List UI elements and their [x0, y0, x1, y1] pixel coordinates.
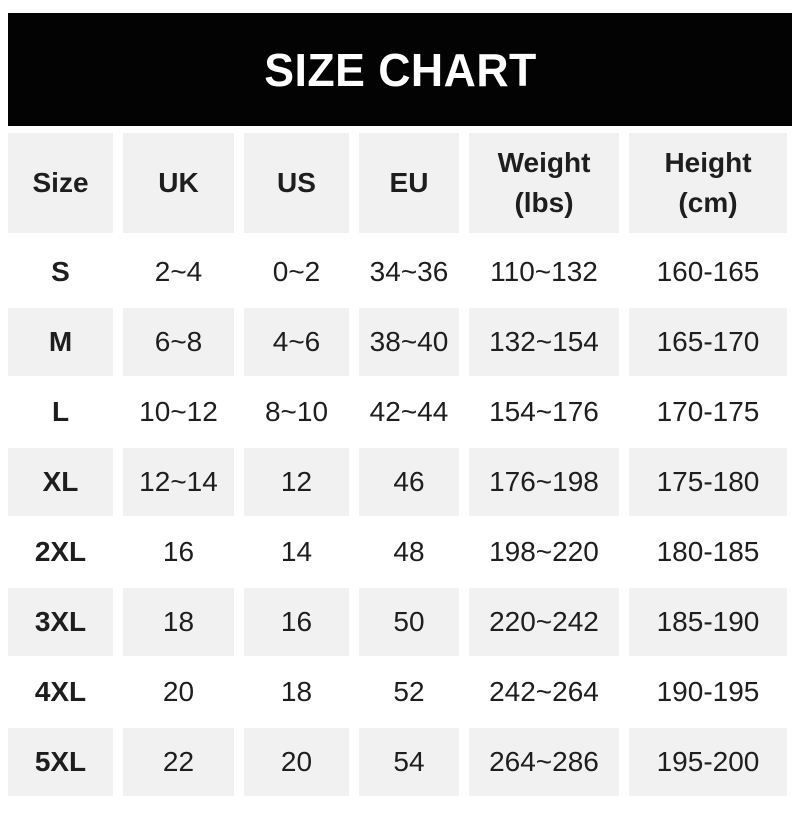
table-cell-height: 175-180	[629, 448, 787, 516]
table-cell-uk: 16	[123, 518, 234, 586]
table-cell-us: 0~2	[244, 238, 349, 306]
size-chart-banner: SIZE CHART	[8, 13, 792, 126]
table-cell-weight: 176~198	[469, 448, 619, 516]
size-chart-page: SIZE CHART Size UK US EU Weight (lbs) He…	[0, 13, 800, 813]
table-row-s: S 2~4 0~2 34~36 110~132 160-165	[8, 238, 787, 306]
column-header-height: Height (cm)	[629, 133, 787, 233]
size-table: Size UK US EU Weight (lbs) Height (cm) S…	[0, 133, 800, 796]
table-cell-eu: 34~36	[359, 238, 459, 306]
table-cell-height: 195-200	[629, 728, 787, 796]
column-header-eu: EU	[359, 133, 459, 233]
row-label: 2XL	[8, 518, 113, 586]
table-cell-uk: 2~4	[123, 238, 234, 306]
table-cell-weight: 132~154	[469, 308, 619, 376]
table-cell-us: 20	[244, 728, 349, 796]
table-cell-weight: 220~242	[469, 588, 619, 656]
table-cell-eu: 54	[359, 728, 459, 796]
table-row-xl: XL 12~14 12 46 176~198 175-180	[8, 448, 787, 516]
row-label: M	[8, 308, 113, 376]
table-cell-uk: 18	[123, 588, 234, 656]
table-cell-weight: 264~286	[469, 728, 619, 796]
table-cell-uk: 22	[123, 728, 234, 796]
row-label: 3XL	[8, 588, 113, 656]
table-row-l: L 10~12 8~10 42~44 154~176 170-175	[8, 378, 787, 446]
table-cell-eu: 48	[359, 518, 459, 586]
table-row-5xl: 5XL 22 20 54 264~286 195-200	[8, 728, 787, 796]
table-cell-height: 170-175	[629, 378, 787, 446]
table-header-row: Size UK US EU Weight (lbs) Height (cm)	[8, 133, 787, 233]
table-cell-uk: 20	[123, 658, 234, 726]
table-cell-uk: 6~8	[123, 308, 234, 376]
row-label: XL	[8, 448, 113, 516]
table-cell-height: 190-195	[629, 658, 787, 726]
table-cell-height: 185-190	[629, 588, 787, 656]
row-label: S	[8, 238, 113, 306]
table-cell-eu: 42~44	[359, 378, 459, 446]
row-label: L	[8, 378, 113, 446]
table-cell-eu: 38~40	[359, 308, 459, 376]
column-header-uk: UK	[123, 133, 234, 233]
table-cell-weight: 198~220	[469, 518, 619, 586]
page-title: SIZE CHART	[263, 43, 537, 96]
column-header-weight: Weight (lbs)	[469, 133, 619, 233]
table-row-m: M 6~8 4~6 38~40 132~154 165-170	[8, 308, 787, 376]
table-cell-eu: 46	[359, 448, 459, 516]
table-cell-us: 16	[244, 588, 349, 656]
table-cell-weight: 154~176	[469, 378, 619, 446]
table-row-3xl: 3XL 18 16 50 220~242 185-190	[8, 588, 787, 656]
column-header-size: Size	[8, 133, 113, 233]
table-cell-height: 160-165	[629, 238, 787, 306]
table-cell-us: 8~10	[244, 378, 349, 446]
table-cell-weight: 110~132	[469, 238, 619, 306]
table-cell-eu: 50	[359, 588, 459, 656]
table-cell-us: 18	[244, 658, 349, 726]
table-cell-height: 180-185	[629, 518, 787, 586]
table-cell-eu: 52	[359, 658, 459, 726]
table-cell-us: 4~6	[244, 308, 349, 376]
table-cell-weight: 242~264	[469, 658, 619, 726]
table-row-4xl: 4XL 20 18 52 242~264 190-195	[8, 658, 787, 726]
row-label: 4XL	[8, 658, 113, 726]
table-row-2xl: 2XL 16 14 48 198~220 180-185	[8, 518, 787, 586]
table-cell-uk: 12~14	[123, 448, 234, 516]
table-cell-us: 14	[244, 518, 349, 586]
row-label: 5XL	[8, 728, 113, 796]
column-header-us: US	[244, 133, 349, 233]
table-cell-uk: 10~12	[123, 378, 234, 446]
table-cell-height: 165-170	[629, 308, 787, 376]
table-cell-us: 12	[244, 448, 349, 516]
